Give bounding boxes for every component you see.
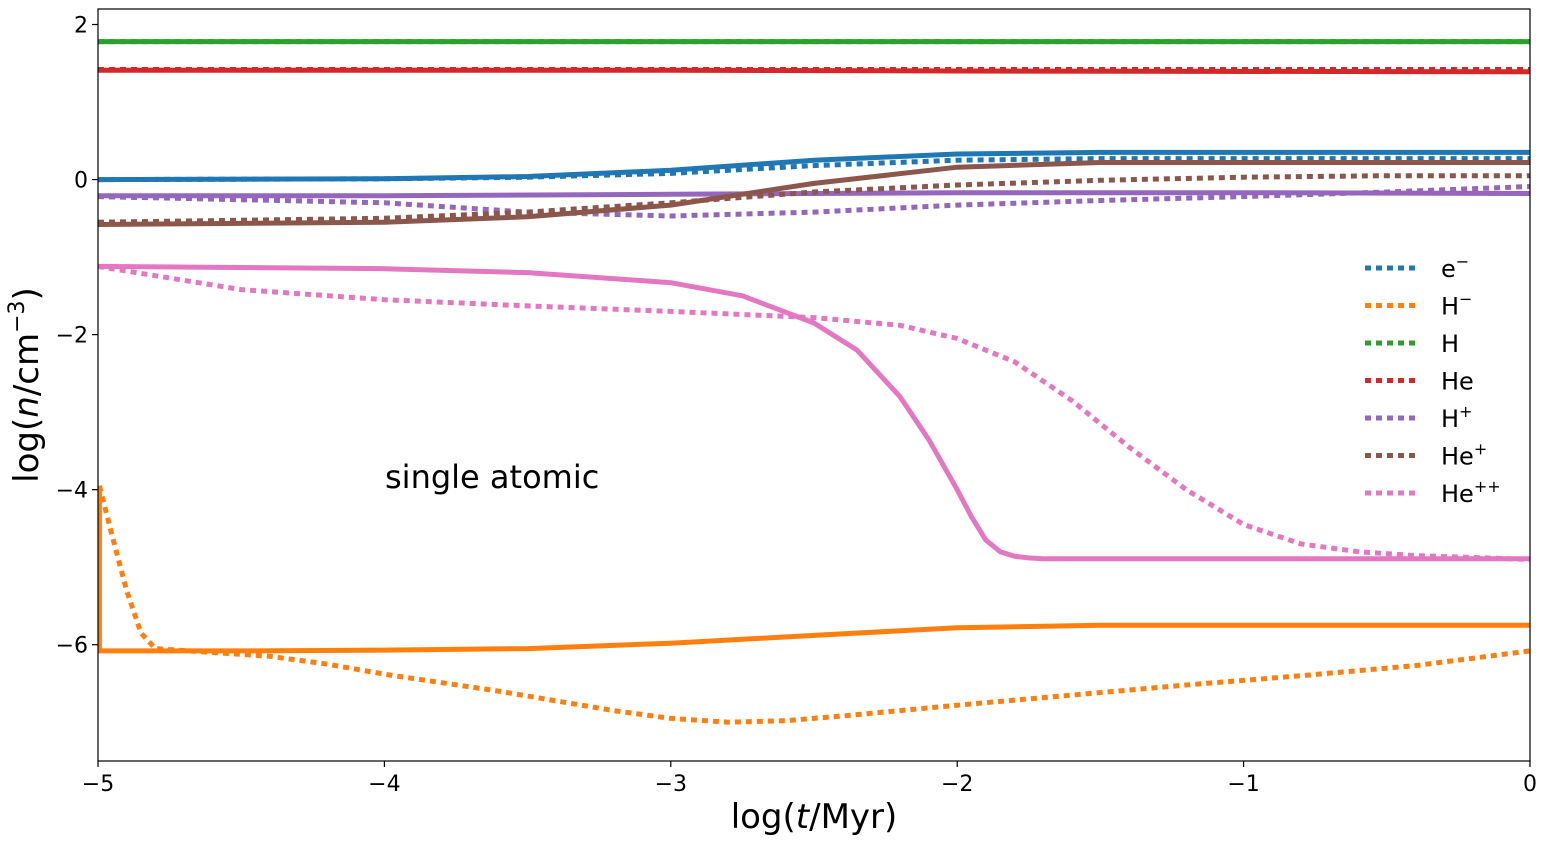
plot-frame [97, 8, 1531, 762]
annotation-text: single atomic [385, 458, 599, 496]
series-he-plus-solid-line [98, 160, 1530, 227]
x-tick-label: −2 [941, 772, 973, 797]
legend: e− H− H He H+ He+ He++ [1365, 252, 1501, 508]
y-tick-label: −4 [56, 479, 88, 504]
x-tick-label: −5 [82, 772, 114, 797]
legend-label-e-minus: e− [1441, 252, 1469, 283]
series-e-minus-dotted-line [98, 156, 1530, 183]
x-axis-label: log(t/Myr) [731, 797, 898, 837]
x-tick-label: −1 [1227, 772, 1259, 797]
legend-label-he: He [1441, 368, 1474, 396]
ticks-layer: −5 −4 −3 −2 −1 0 −6 −4 −2 0 2 [56, 14, 1537, 797]
x-tick-label: −3 [655, 772, 687, 797]
legend-label-h-plus: H+ [1441, 402, 1472, 433]
y-axis-label: log(n/cm−3) [5, 287, 47, 483]
legend-label-h-minus: H− [1441, 290, 1472, 321]
y-tick-label: −6 [56, 634, 88, 659]
legend-label-h: H [1441, 330, 1459, 358]
y-tick-label: 0 [74, 169, 88, 194]
y-tick-label: −2 [56, 324, 88, 349]
legend-label-he-plus: He+ [1441, 440, 1487, 471]
y-tick-label: 2 [74, 14, 88, 39]
x-tick-label: 0 [1523, 772, 1537, 797]
series-he-plusplus-solid-line [98, 263, 1530, 562]
x-tick-label: −4 [368, 772, 400, 797]
legend-label-he-plusplus: He++ [1441, 477, 1501, 508]
series-layer [98, 39, 1530, 725]
series-h-minus-dotted-line [98, 485, 1530, 725]
series-he-plusplus-dotted-line [98, 263, 1530, 562]
